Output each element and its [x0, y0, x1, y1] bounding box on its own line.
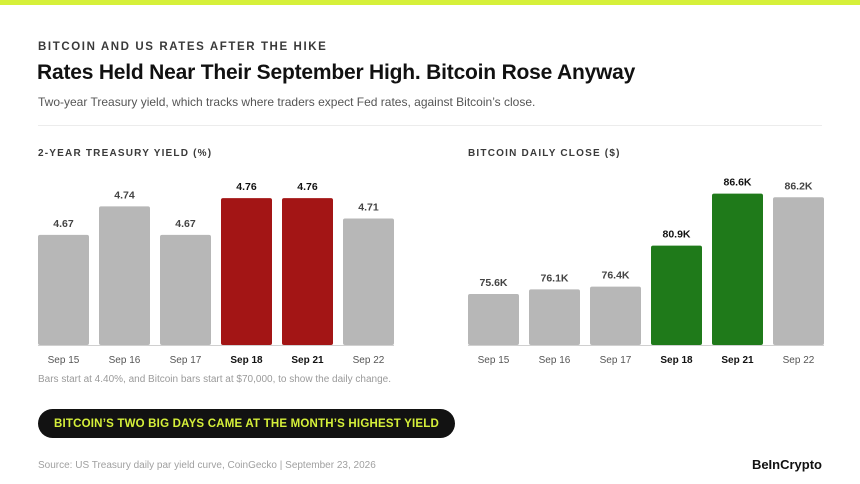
- btc-value-label: 76.1K: [540, 272, 568, 284]
- divider: [38, 125, 822, 126]
- brand-logo: BeInCrypto: [751, 457, 822, 472]
- yield-bar: [343, 218, 394, 345]
- yield-bar: [99, 206, 150, 345]
- btc-value-label: 86.2K: [784, 180, 812, 192]
- yield-category-label: Sep 22: [353, 355, 385, 366]
- top-accent-bar: [0, 0, 860, 5]
- yield-category-label: Sep 21: [291, 355, 324, 366]
- yield-bar-chart: 4.67 Sep 15 4.74 Sep 16 4.67 Sep 17 4.76 Sep 18…: [38, 181, 394, 366]
- btc-value-label: 86.6K: [723, 177, 751, 189]
- yield-value-label: 4.76: [297, 181, 318, 193]
- btc-category-label: Sep 22: [783, 355, 815, 366]
- yield-bar: [221, 198, 272, 345]
- yield-value-label: 4.67: [175, 218, 196, 230]
- highlight-banner: BITCOIN’S TWO BIG DAYS CAME AT THE MONTH…: [38, 409, 455, 438]
- yield-bar: [38, 234, 89, 345]
- btc-value-label: 80.9K: [662, 229, 690, 241]
- yield-category-label: Sep 15: [48, 355, 80, 366]
- yield-category-label: Sep 16: [109, 355, 141, 366]
- subtitle: Two-year Treasury yield, which tracks wh…: [38, 95, 536, 109]
- btc-bar: [590, 286, 641, 345]
- yield-bar: [282, 198, 333, 345]
- yield-chart-title: 2-YEAR TREASURY YIELD (%): [38, 148, 213, 159]
- yield-value-label: 4.74: [114, 189, 135, 201]
- btc-category-label: Sep 21: [721, 355, 754, 366]
- btc-bar: [712, 193, 763, 345]
- btc-category-label: Sep 15: [478, 355, 510, 366]
- yield-value-label: 4.76: [236, 181, 257, 193]
- btc-category-label: Sep 17: [600, 355, 632, 366]
- btc-bar: [468, 293, 519, 345]
- yield-value-label: 4.71: [358, 202, 379, 214]
- btc-chart-title: BITCOIN DAILY CLOSE ($): [468, 148, 621, 159]
- btc-value-label: 75.6K: [479, 277, 507, 289]
- btc-bar: [651, 245, 702, 345]
- yield-category-label: Sep 18: [230, 355, 263, 366]
- source-line: Source: US Treasury daily par yield curv…: [38, 460, 376, 471]
- yield-value-label: 4.67: [53, 218, 74, 230]
- chart-footnote: Bars start at 4.40%, and Bitcoin bars st…: [38, 374, 391, 385]
- btc-bar: [529, 289, 580, 345]
- yield-category-label: Sep 17: [170, 355, 202, 366]
- page-title: Rates Held Near Their September High. Bi…: [37, 61, 636, 84]
- btc-category-label: Sep 18: [660, 355, 693, 366]
- btc-bar: [773, 197, 824, 345]
- kicker: BITCOIN AND US RATES AFTER THE HIKE: [38, 41, 328, 53]
- btc-value-label: 76.4K: [601, 270, 629, 282]
- yield-bar: [160, 234, 211, 345]
- bitcoin-bar-chart: 75.6K Sep 15 76.1K Sep 16 76.4K Sep 17 80.9K Se…: [468, 177, 824, 366]
- btc-category-label: Sep 16: [539, 355, 571, 366]
